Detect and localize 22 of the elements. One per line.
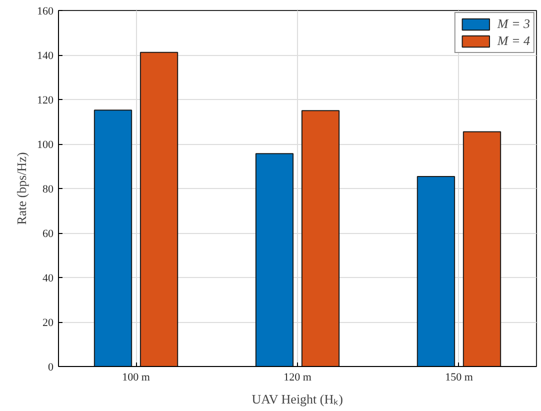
- legend-label: M = 4: [497, 33, 530, 49]
- legend-label: M = 3: [497, 16, 530, 32]
- bar: [301, 110, 340, 366]
- y-tick-label: 0: [48, 362, 54, 374]
- bar: [140, 52, 178, 366]
- y-tick-label: 140: [37, 50, 54, 62]
- bar: [462, 131, 502, 366]
- x-axis-title: UAV Height (Hₖ): [252, 392, 343, 406]
- x-tick-label: 100 m: [122, 372, 150, 384]
- y-tick-label: 40: [42, 272, 54, 284]
- y-tick-label: 60: [42, 228, 54, 240]
- y-tick-label: 120: [37, 94, 54, 106]
- x-tick-label: 150 m: [445, 372, 474, 384]
- y-axis-title: Rate (bps/Hz): [14, 152, 29, 225]
- bar: [416, 176, 456, 366]
- y-tick-label: 20: [42, 317, 54, 329]
- y-tick-label: 160: [37, 6, 54, 18]
- x-tick-label: 120 m: [284, 372, 312, 384]
- bar: [255, 153, 294, 366]
- bar: [94, 110, 132, 366]
- y-tick-label: 80: [42, 184, 54, 196]
- y-tick-label: 100: [37, 139, 54, 151]
